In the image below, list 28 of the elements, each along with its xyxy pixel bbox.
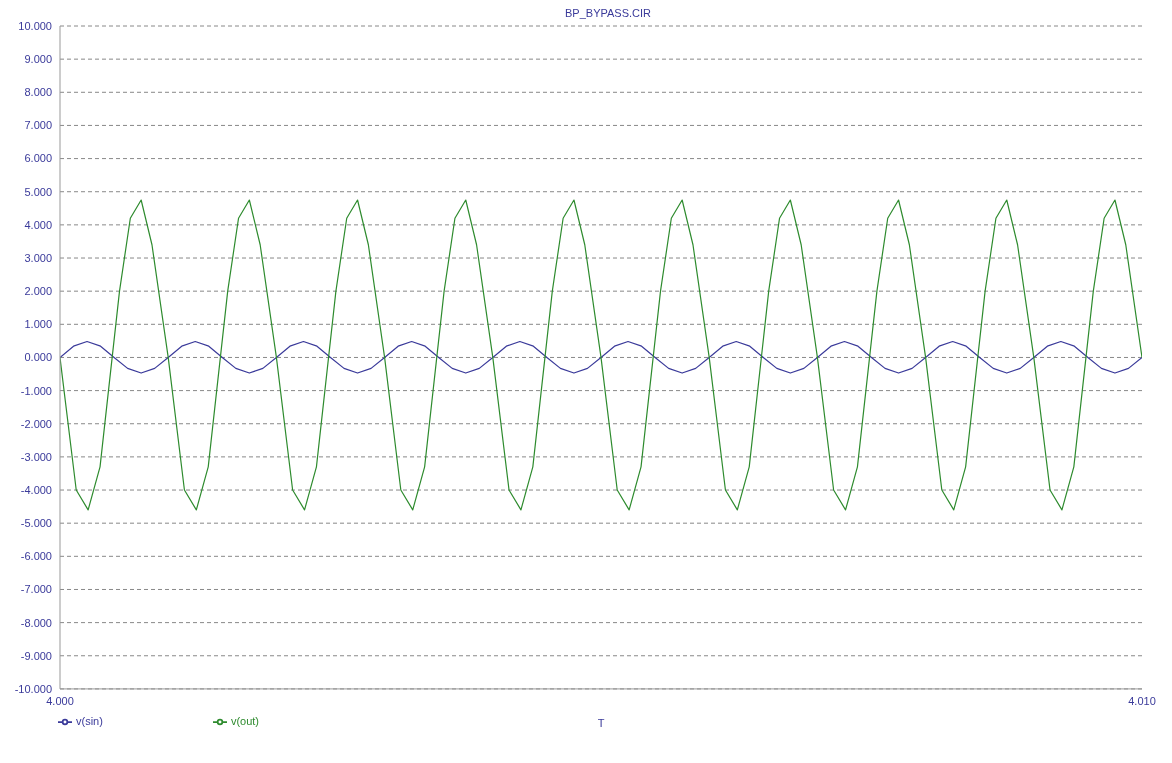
chart-title: BP_BYPASS.CIR — [564, 7, 652, 19]
legend-label: v(out) — [230, 714, 260, 727]
y-tick-label: 8.000 — [24, 86, 52, 99]
y-tick-label: -5.000 — [20, 517, 52, 530]
line-series — [60, 199, 1142, 511]
x-tick-label: 4.010 — [1128, 694, 1156, 707]
y-tick-label: 2.000 — [24, 285, 52, 298]
y-tick-label: 9.000 — [24, 53, 52, 66]
y-tick-label: 4.000 — [24, 218, 52, 231]
y-tick-label: 10.000 — [18, 19, 52, 32]
line-series — [60, 340, 1142, 374]
y-tick-label: 3.000 — [24, 251, 52, 264]
y-tick-label: -6.000 — [20, 550, 52, 563]
y-tick-label: 1.000 — [24, 318, 52, 331]
y-tick-label: 6.000 — [24, 152, 52, 165]
y-tick-label: -7.000 — [20, 583, 52, 596]
y-tick-label: 7.000 — [24, 119, 52, 132]
y-tick-label: 5.000 — [24, 185, 52, 198]
legend-label: v(sin) — [76, 714, 103, 727]
y-tick-label: -10.000 — [14, 682, 52, 695]
y-tick-label: -2.000 — [20, 417, 52, 430]
y-tick-label: -8.000 — [20, 616, 52, 629]
y-tick-label: -3.000 — [20, 450, 52, 463]
y-tick-label: -9.000 — [20, 649, 52, 662]
y-tick-label: -1.000 — [20, 384, 52, 397]
x-axis-title: T — [597, 716, 605, 729]
y-tick-label: 0.000 — [24, 351, 52, 364]
y-tick-label: -4.000 — [20, 483, 52, 496]
